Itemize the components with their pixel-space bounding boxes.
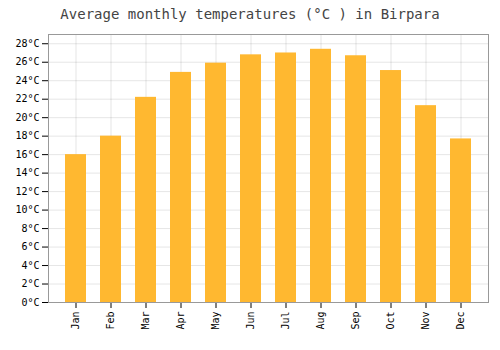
svg-text:12°C: 12°C: [15, 186, 39, 197]
svg-text:6°C: 6°C: [21, 241, 39, 252]
svg-text:Jul: Jul: [280, 312, 291, 330]
svg-text:26°C: 26°C: [15, 56, 39, 67]
svg-text:Jan: Jan: [70, 312, 81, 330]
html-text:Average monthly temperatures (: Average monthly temperatures (°C ) in Bi…: [60, 6, 440, 22]
svg-text:18°C: 18°C: [15, 130, 39, 141]
svg-text:14°C: 14°C: [15, 167, 39, 178]
svg-text:28°C: 28°C: [15, 38, 39, 49]
svg-text:Feb: Feb: [105, 312, 116, 330]
svg-text:Aug: Aug: [315, 312, 326, 330]
svg-text:Dec: Dec: [455, 312, 466, 330]
svg-text:May: May: [210, 312, 221, 330]
svg-text:Mar: Mar: [140, 312, 151, 330]
svg-text:Sep: Sep: [350, 312, 361, 330]
svg-text:Apr: Apr: [175, 312, 186, 330]
svg-text:2°C: 2°C: [21, 278, 39, 289]
svg-text:Nov: Nov: [420, 312, 431, 330]
svg-text:8°C: 8°C: [21, 223, 39, 234]
svg-text:20°C: 20°C: [15, 112, 39, 123]
svg-text:Oct: Oct: [385, 312, 396, 330]
svg-text:0°C: 0°C: [21, 297, 39, 308]
svg-text:10°C: 10°C: [15, 204, 39, 215]
svg-text:24°C: 24°C: [15, 75, 39, 86]
svg-text:4°C: 4°C: [21, 260, 39, 271]
svg-text:22°C: 22°C: [15, 93, 39, 104]
svg-text:16°C: 16°C: [15, 149, 39, 160]
svg-text:Jun: Jun: [245, 312, 256, 330]
